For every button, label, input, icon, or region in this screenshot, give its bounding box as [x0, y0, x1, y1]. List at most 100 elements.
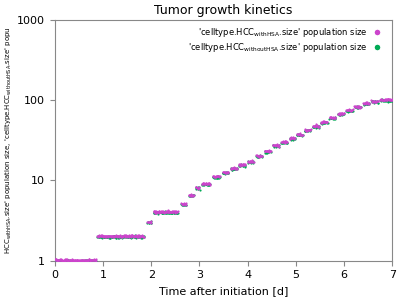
Point [232, 166, 238, 171]
Point [74, 258, 81, 262]
Point [360, 100, 367, 105]
Point [196, 187, 203, 192]
Point [67, 258, 74, 263]
Point [140, 234, 146, 239]
Point [102, 234, 108, 239]
Point [206, 181, 212, 186]
Point [249, 158, 256, 163]
Point [322, 119, 328, 124]
Point [131, 235, 138, 240]
Point [352, 104, 358, 109]
Point [236, 162, 243, 167]
Point [76, 258, 83, 263]
Point [76, 258, 82, 263]
Point [98, 233, 104, 238]
Point [384, 97, 390, 102]
Point [118, 234, 124, 239]
Point [85, 258, 92, 263]
Point [119, 235, 126, 240]
Point [366, 101, 372, 106]
Point [237, 164, 244, 169]
Point [232, 166, 238, 171]
Point [329, 115, 336, 119]
Point [311, 124, 317, 129]
Point [339, 112, 345, 117]
Point [330, 116, 337, 120]
Point [380, 97, 386, 102]
Point [335, 112, 341, 116]
Point [356, 105, 362, 110]
Point [156, 210, 163, 215]
Point [104, 233, 110, 238]
Point [101, 233, 108, 238]
Point [224, 169, 230, 174]
Point [60, 258, 67, 263]
Point [389, 97, 396, 102]
Point [223, 170, 230, 175]
Point [382, 98, 388, 103]
Point [106, 234, 112, 239]
Point [156, 209, 162, 214]
Point [387, 98, 394, 103]
Point [326, 116, 333, 121]
Point [262, 149, 268, 154]
Point [179, 201, 185, 206]
Point [114, 233, 121, 238]
Point [58, 258, 64, 263]
Point [91, 258, 97, 263]
Point [228, 166, 234, 170]
Point [223, 171, 229, 176]
Point [186, 193, 192, 198]
Point [385, 96, 392, 101]
Point [202, 181, 209, 186]
Point [380, 98, 387, 103]
Point [378, 97, 384, 102]
Point [221, 170, 228, 175]
Point [315, 124, 321, 129]
Point [238, 163, 244, 167]
Point [254, 154, 261, 159]
Point [320, 120, 327, 125]
Point [98, 234, 104, 239]
Point [134, 234, 140, 239]
Point [370, 98, 376, 103]
Point [103, 234, 110, 239]
Point [127, 235, 133, 239]
Point [229, 167, 235, 172]
Point [340, 112, 346, 117]
Point [270, 142, 276, 147]
Point [152, 210, 158, 215]
Point [344, 108, 350, 113]
Point [264, 149, 271, 154]
Point [385, 98, 392, 103]
Point [63, 258, 69, 263]
Point [138, 234, 144, 239]
Point [100, 234, 106, 239]
Point [274, 144, 280, 148]
Point [190, 193, 197, 198]
Point [254, 154, 260, 159]
Legend: 'celltype.HCC$_{\mathsf{withHSA}}$.size' population size, 'celltype.HCC$_{\maths: 'celltype.HCC$_{\mathsf{withHSA}}$.size'… [186, 24, 388, 57]
Point [215, 174, 221, 179]
Point [289, 136, 296, 141]
Point [68, 258, 74, 263]
Point [381, 98, 388, 103]
Point [248, 159, 254, 164]
Point [290, 137, 297, 142]
Point [381, 98, 388, 103]
Point [144, 220, 150, 224]
Point [86, 258, 92, 263]
Point [213, 174, 220, 179]
Point [131, 234, 137, 239]
Point [282, 140, 289, 145]
Point [190, 192, 196, 197]
Point [370, 99, 376, 104]
Point [223, 169, 229, 174]
Point [304, 128, 311, 133]
Point [314, 123, 320, 128]
Point [220, 169, 227, 174]
Point [108, 233, 115, 238]
Point [265, 149, 272, 154]
Point [168, 211, 174, 216]
Point [323, 119, 329, 124]
